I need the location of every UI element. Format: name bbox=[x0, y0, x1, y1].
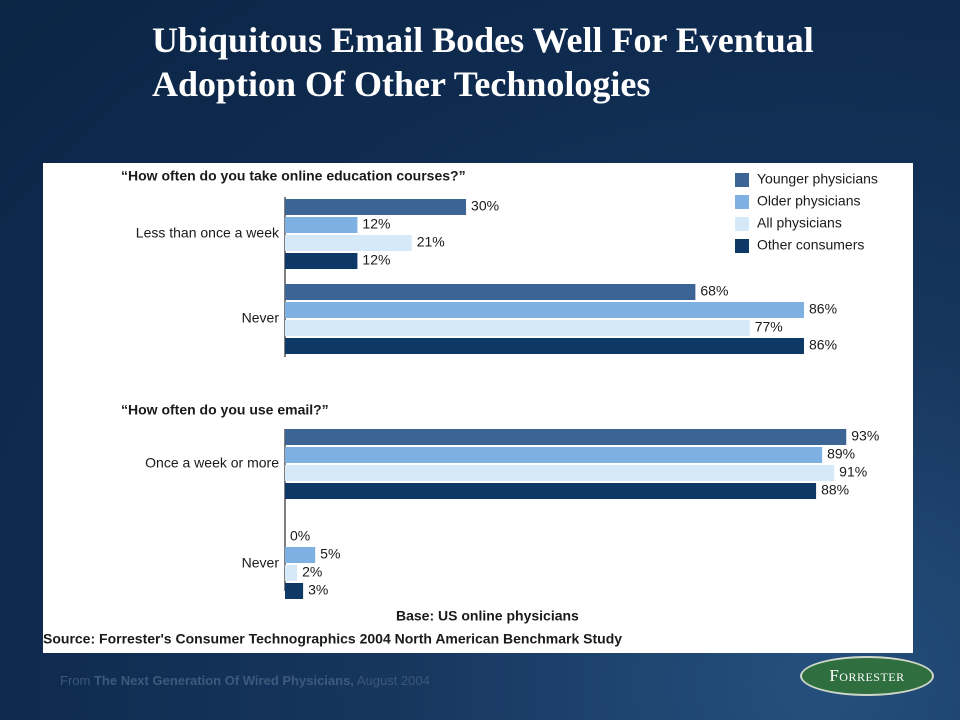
bar-younger-physicians-less-than-once-a-week bbox=[285, 199, 467, 215]
legend-swatch-younger-physicians bbox=[735, 173, 749, 187]
bar-all-physicians-less-than-once-a-week bbox=[285, 235, 412, 251]
logo-text: Forrester bbox=[829, 666, 905, 685]
data-label-younger-physicians-never: 68% bbox=[700, 283, 728, 299]
legend-swatch-older-physicians bbox=[735, 195, 749, 209]
data-label-other-consumers-less-than-once-a-week: 12% bbox=[362, 252, 390, 268]
category-label-less-than-once-a-week: Less than once a week bbox=[136, 225, 280, 241]
legend-label-all-physicians: All physicians bbox=[757, 215, 842, 231]
source-note: Source: Forrester's Consumer Technograph… bbox=[43, 631, 622, 647]
category-label-never: Never bbox=[242, 555, 280, 571]
data-label-all-physicians-never: 77% bbox=[755, 319, 783, 335]
bar-chart: “How often do you take online education … bbox=[43, 168, 879, 647]
category-label-once-a-week-or-more: Once a week or more bbox=[145, 455, 279, 471]
legend-label-older-physicians: Older physicians bbox=[757, 193, 861, 209]
data-label-older-physicians-never: 5% bbox=[320, 546, 340, 562]
legend-label-younger-physicians: Younger physicians bbox=[757, 171, 878, 187]
slide-title: Ubiquitous Email Bodes Well For Eventual… bbox=[152, 20, 814, 104]
bar-other-consumers-never bbox=[285, 338, 805, 354]
question-label-2: “How often do you use email?” bbox=[121, 402, 329, 418]
data-label-older-physicians-never: 86% bbox=[809, 301, 837, 317]
bar-all-physicians-once-a-week-or-more bbox=[285, 465, 835, 481]
legend-swatch-other-consumers bbox=[735, 239, 749, 253]
base-note: Base: US online physicians bbox=[396, 608, 579, 624]
legend-label-other-consumers: Other consumers bbox=[757, 237, 864, 253]
bar-older-physicians-never bbox=[285, 547, 316, 563]
question-label-1: “How often do you take online education … bbox=[121, 168, 466, 184]
data-label-younger-physicians-less-than-once-a-week: 30% bbox=[471, 198, 499, 214]
bar-younger-physicians-never bbox=[285, 284, 696, 300]
data-label-all-physicians-less-than-once-a-week: 21% bbox=[417, 234, 445, 250]
bar-younger-physicians-once-a-week-or-more bbox=[285, 429, 847, 445]
bar-older-physicians-once-a-week-or-more bbox=[285, 447, 823, 463]
bar-older-physicians-never bbox=[285, 302, 805, 318]
data-label-all-physicians-never: 2% bbox=[302, 564, 322, 580]
bar-older-physicians-less-than-once-a-week bbox=[285, 217, 358, 233]
data-label-younger-physicians-once-a-week-or-more: 93% bbox=[851, 428, 879, 444]
chart-panel: “How often do you take online education … bbox=[43, 163, 913, 653]
bar-other-consumers-once-a-week-or-more bbox=[285, 483, 817, 499]
footer-citation: From The Next Generation Of Wired Physic… bbox=[60, 673, 430, 688]
footer-prefix: From bbox=[60, 673, 91, 688]
category-label-never: Never bbox=[242, 310, 280, 326]
data-label-other-consumers-never: 86% bbox=[809, 337, 837, 353]
bar-all-physicians-never bbox=[285, 320, 750, 336]
data-label-younger-physicians-never: 0% bbox=[290, 528, 310, 544]
forrester-logo: Forrester bbox=[800, 656, 934, 696]
data-label-all-physicians-once-a-week-or-more: 91% bbox=[839, 464, 867, 480]
data-label-other-consumers-never: 3% bbox=[308, 582, 328, 598]
footer-report-title: The Next Generation Of Wired Physicians, bbox=[93, 673, 354, 688]
bar-other-consumers-never bbox=[285, 583, 304, 599]
legend-swatch-all-physicians bbox=[735, 217, 749, 231]
bar-other-consumers-less-than-once-a-week bbox=[285, 253, 358, 269]
bar-all-physicians-never bbox=[285, 565, 298, 581]
data-label-other-consumers-once-a-week-or-more: 88% bbox=[821, 482, 849, 498]
data-label-older-physicians-once-a-week-or-more: 89% bbox=[827, 446, 855, 462]
footer-date: August 2004 bbox=[356, 673, 430, 688]
data-label-older-physicians-less-than-once-a-week: 12% bbox=[362, 216, 390, 232]
